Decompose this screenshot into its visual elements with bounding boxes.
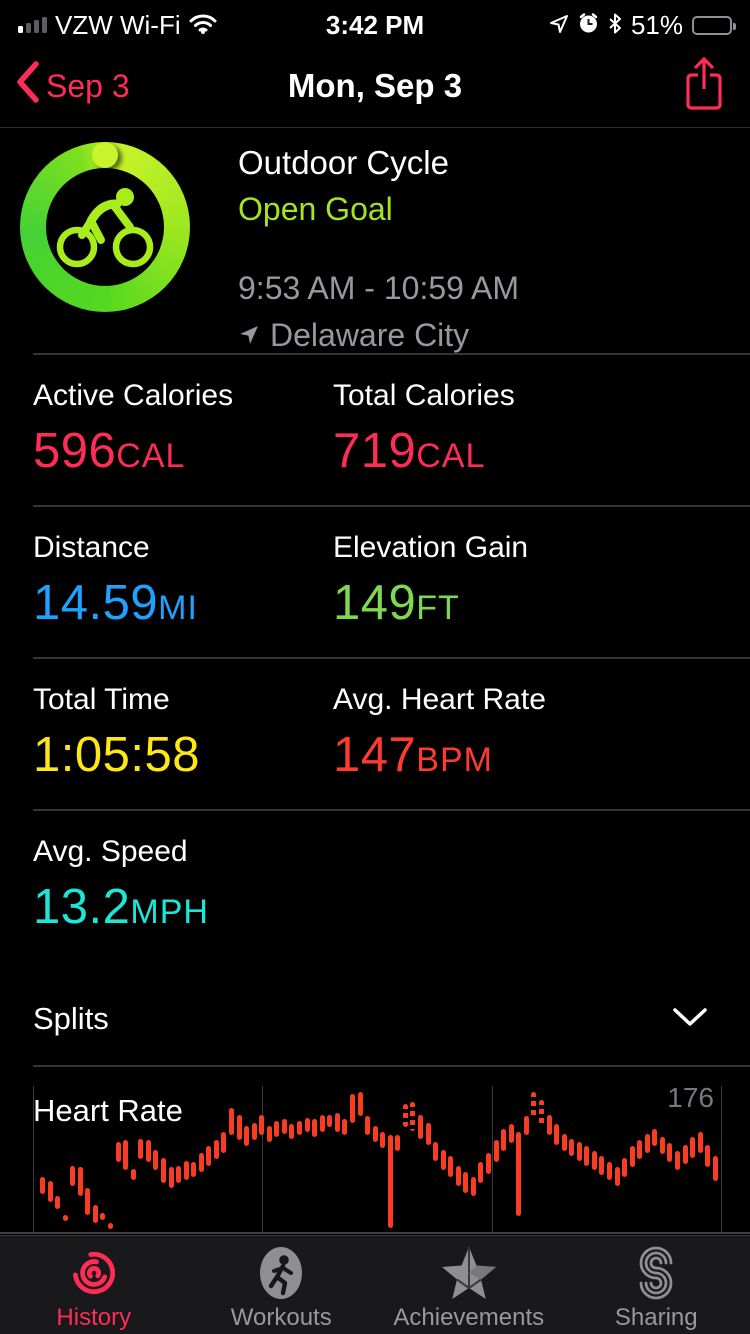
battery-percent: 51% <box>630 9 684 40</box>
history-icon <box>67 1244 121 1302</box>
heart-rate-max-label: 176 <box>667 1082 714 1113</box>
stat-unit: CAL <box>116 437 186 475</box>
stat-value: 719 <box>333 424 417 478</box>
stat-label: Active Calories <box>33 379 234 412</box>
workout-goal: Open Goal <box>238 191 393 227</box>
alarm-icon <box>578 10 599 41</box>
location-arrow-icon <box>238 317 260 354</box>
stat-label: Elevation Gain <box>333 531 529 564</box>
splits-row[interactable]: Splits <box>0 961 750 1065</box>
carrier-label: VZW Wi-Fi <box>55 9 181 40</box>
stat-label: Total Calories <box>333 379 515 412</box>
heart-rate-chart: 176 <box>0 1082 750 1234</box>
tab-label: Achievements <box>393 1304 545 1331</box>
share-icon <box>686 56 722 110</box>
tab-label: History <box>56 1304 132 1331</box>
sharing-icon <box>632 1244 680 1302</box>
status-bar: VZW Wi-Fi 3:42 PM <box>0 0 750 44</box>
stat-unit: FT <box>416 589 460 627</box>
stat-unit: MPH <box>130 893 209 931</box>
stat-label: Total Time <box>33 683 170 716</box>
nav-bar: Sep 3 Mon, Sep 3 <box>0 44 750 128</box>
stat-label: Avg. Heart Rate <box>333 683 546 716</box>
back-label: Sep 3 <box>46 67 130 104</box>
workout-time-range: 9:53 AM - 10:59 AM <box>238 270 520 306</box>
stat-value: 1:05:58 <box>33 728 200 782</box>
workouts-icon <box>257 1244 305 1302</box>
workout-header: Outdoor Cycle Open Goal 9:53 AM - 10:59 … <box>0 128 750 353</box>
share-button[interactable] <box>682 56 728 119</box>
stats-row-distance: Distance 14.59MI Elevation Gain 149FT <box>0 507 750 657</box>
workout-type: Outdoor Cycle <box>238 144 449 181</box>
stat-value: 149 <box>333 576 417 630</box>
stats-row-time: Total Time 1:05:58 Avg. Heart Rate 147BP… <box>0 659 750 809</box>
stat-unit: MI <box>158 589 198 627</box>
bluetooth-icon <box>608 10 622 41</box>
achievements-icon <box>440 1244 498 1302</box>
activity-ring <box>20 142 190 312</box>
battery-icon <box>692 15 737 35</box>
back-chevron-icon <box>14 60 40 112</box>
heart-rate-title: Heart Rate <box>33 1093 183 1128</box>
clock: 3:42 PM <box>325 9 425 40</box>
stat-value: 147 <box>333 728 417 782</box>
stat-label: Distance <box>33 531 150 564</box>
cyclist-icon <box>56 188 154 268</box>
page-title: Mon, Sep 3 <box>287 66 463 104</box>
signal-strength-icon <box>18 17 47 33</box>
tab-sharing[interactable]: Sharing <box>563 1236 750 1334</box>
tab-label: Workouts <box>230 1304 332 1331</box>
tab-bar: History Workouts <box>0 1235 750 1334</box>
back-button[interactable]: Sep 3 <box>14 44 130 128</box>
tab-label: Sharing <box>614 1304 698 1331</box>
splits-label: Splits <box>33 1001 109 1036</box>
stat-label: Avg. Speed <box>33 835 188 868</box>
stats-row-speed: Avg. Speed 13.2MPH <box>0 811 750 961</box>
workout-location: Delaware City <box>270 317 470 353</box>
stat-value: 13.2 <box>33 880 131 934</box>
tab-workouts[interactable]: Workouts <box>188 1236 376 1334</box>
location-services-icon <box>549 10 569 41</box>
wifi-icon <box>189 10 217 41</box>
stat-unit: BPM <box>416 741 493 779</box>
stats-row-calories: Active Calories 596CAL Total Calories 71… <box>0 355 750 505</box>
stat-unit: CAL <box>416 437 486 475</box>
chevron-down-icon <box>672 1007 708 1032</box>
stat-value: 14.59 <box>33 576 159 630</box>
tab-achievements[interactable]: Achievements <box>375 1236 563 1334</box>
stat-value: 596 <box>33 424 117 478</box>
tab-history[interactable]: History <box>0 1236 188 1334</box>
